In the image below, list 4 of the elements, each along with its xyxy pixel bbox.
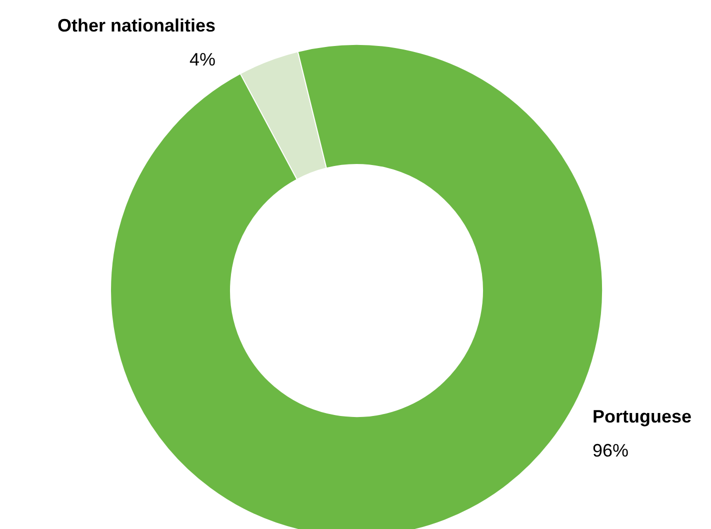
- data-label: 96%: [592, 440, 629, 460]
- data-label: 4%: [189, 50, 216, 70]
- slice-label: Portuguese: [592, 406, 692, 426]
- slice-label: Other nationalities: [57, 16, 216, 36]
